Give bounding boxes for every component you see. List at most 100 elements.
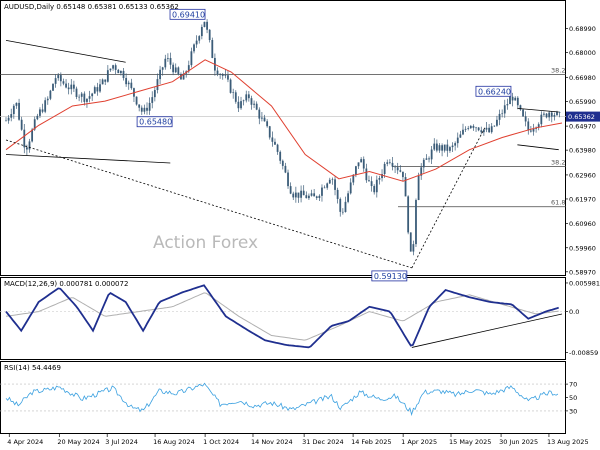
candle-body xyxy=(365,168,368,181)
candle-body xyxy=(245,94,248,101)
candle-body xyxy=(146,107,148,111)
x-tick-label: 1 Apr 2025 xyxy=(401,438,437,446)
candle-body xyxy=(187,65,190,72)
candle-body xyxy=(292,193,295,198)
x-tick-label: 3 Jul 2024 xyxy=(105,438,138,446)
candle-body xyxy=(339,198,342,212)
candle-body xyxy=(516,97,519,106)
candle-body xyxy=(224,75,227,76)
rsi-pane-title: RSI(14) 54.4469 xyxy=(4,364,61,372)
candle-body xyxy=(232,92,235,93)
x-tick-label: 4 Apr 2024 xyxy=(7,438,43,446)
candle-body xyxy=(308,195,310,199)
candle-body xyxy=(198,36,201,41)
candle-body xyxy=(422,159,425,168)
candle-body xyxy=(355,166,357,175)
candle-body xyxy=(558,112,561,113)
rsi-y-tick-label: 30 xyxy=(569,407,577,415)
candle-body xyxy=(407,196,410,233)
candle-body xyxy=(459,134,462,138)
candle-body xyxy=(467,128,470,129)
candle-body xyxy=(190,51,193,66)
fibo-level-label: 38.2 xyxy=(551,66,565,74)
candle-body xyxy=(20,119,23,130)
candle-body xyxy=(511,96,514,101)
candle-body xyxy=(438,145,441,151)
price-y-tick-label: 0.68990 xyxy=(569,25,596,33)
candle-body xyxy=(475,127,477,129)
candle-body xyxy=(506,104,509,106)
candle-body xyxy=(402,171,404,178)
candle-body xyxy=(180,74,182,80)
candle-body xyxy=(83,93,86,102)
candle-body xyxy=(553,115,556,117)
candle-body xyxy=(420,167,423,176)
candle-body xyxy=(164,58,167,68)
price-y-tick-label: 0.63980 xyxy=(569,147,596,155)
candle-body xyxy=(117,69,120,74)
rsi-y-tick-label: 50 xyxy=(569,394,577,402)
candle-body xyxy=(456,137,459,144)
candle-body xyxy=(548,112,551,118)
candle-body xyxy=(469,125,472,129)
candle-body xyxy=(250,98,253,105)
candle-body xyxy=(206,21,208,30)
fibo-level-label: 61.8 xyxy=(551,199,565,207)
candle-body xyxy=(57,75,60,79)
candle-body xyxy=(153,90,156,98)
trendline xyxy=(5,154,171,164)
candle-body xyxy=(373,186,376,193)
candle-body xyxy=(276,144,279,152)
candle-body xyxy=(498,113,501,120)
candle-body xyxy=(412,244,415,252)
candle-body xyxy=(193,44,195,52)
candle-body xyxy=(88,96,91,99)
candle-body xyxy=(556,112,558,116)
candle-body xyxy=(258,109,261,119)
candle-body xyxy=(80,93,83,97)
candle-body xyxy=(501,113,504,115)
candle-body xyxy=(266,121,269,127)
candle-body xyxy=(302,190,305,196)
candle-body xyxy=(503,105,506,114)
macd-pane-frame xyxy=(0,277,566,360)
candle-body xyxy=(388,162,391,163)
candle-body xyxy=(114,65,117,70)
candle-body xyxy=(451,145,454,148)
candle-body xyxy=(140,107,143,112)
candle-body xyxy=(125,78,128,85)
candle-body xyxy=(159,69,161,80)
price-annotation-label: 0.59130 xyxy=(374,272,407,281)
candle-body xyxy=(462,129,464,135)
candle-body xyxy=(480,130,483,133)
candle-body xyxy=(488,127,490,133)
candle-body xyxy=(472,125,475,128)
candle-body xyxy=(41,109,44,112)
candle-body xyxy=(52,83,54,91)
candle-body xyxy=(109,68,112,71)
price-y-tick-label: 0.64970 xyxy=(569,123,596,131)
price-y-tick-label: 0.58970 xyxy=(569,268,596,276)
candle-body xyxy=(96,87,99,92)
price-y-tick-label: 0.66980 xyxy=(569,74,596,82)
candle-body xyxy=(5,120,7,122)
candle-body xyxy=(399,170,402,172)
candle-body xyxy=(441,145,443,151)
candle-body xyxy=(174,67,177,73)
candle-body xyxy=(72,84,75,89)
candle-body xyxy=(99,84,101,92)
candle-body xyxy=(54,78,57,84)
x-tick-label: 14 Feb 2025 xyxy=(351,438,391,446)
candle-body xyxy=(352,174,355,183)
candle-body xyxy=(161,67,164,70)
candle-body xyxy=(10,114,13,118)
rsi-line xyxy=(5,382,559,417)
candle-body xyxy=(122,70,125,79)
candle-body xyxy=(172,64,175,73)
candle-body xyxy=(381,174,383,179)
candle-body xyxy=(550,112,553,117)
price-annotation-label: 0.66240 xyxy=(478,87,511,96)
price-pane-frame xyxy=(0,0,566,276)
price-layer: 38.2 38.2 61.8 0.69410 0.65480 0.59130 0.66240 xyxy=(0,8,566,282)
